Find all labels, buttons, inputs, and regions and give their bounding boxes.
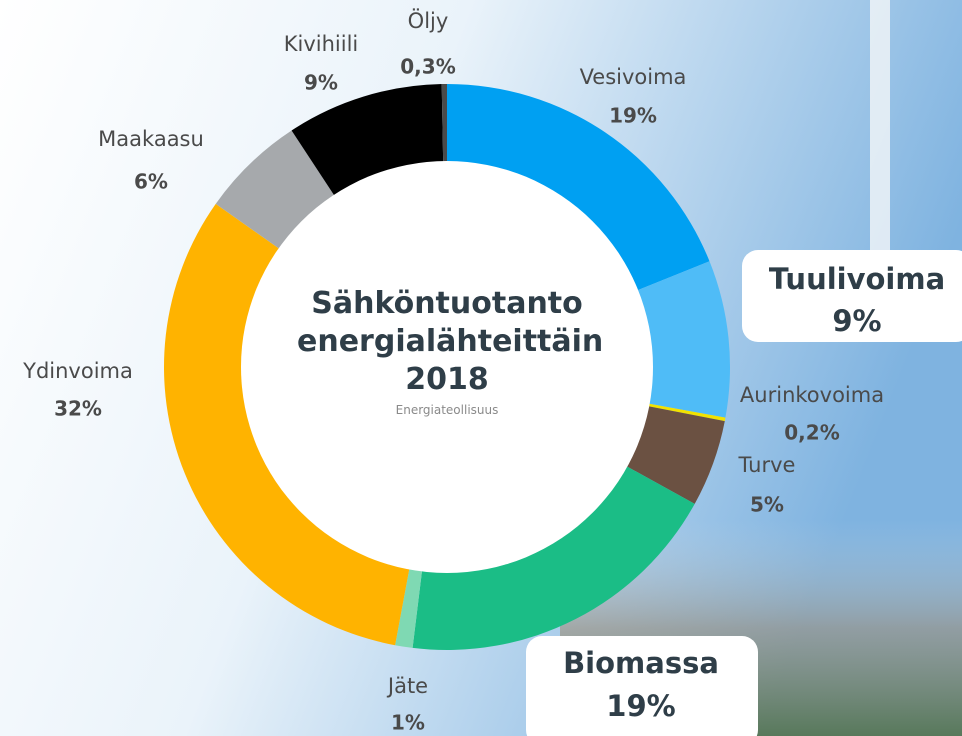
- segment-value: 1%: [391, 711, 425, 735]
- segment-value: 0,2%: [784, 421, 839, 445]
- chart-title: Sähköntuotanto energialähteittäin 2018: [267, 285, 627, 399]
- segment-value: 32%: [54, 397, 102, 421]
- segment-value: 9%: [832, 304, 881, 338]
- segment-name: Biomassa: [563, 646, 719, 680]
- segment-name: Maakaasu: [98, 127, 204, 151]
- segment-name: Aurinkovoima: [740, 383, 884, 407]
- background-tower: [870, 0, 890, 250]
- segment-value: 19%: [606, 689, 675, 723]
- segment-name: Turve: [738, 453, 796, 477]
- segment-value: 5%: [750, 493, 784, 517]
- segment-name: Ydinvoima: [22, 359, 133, 383]
- chart-subtitle: Energiateollisuus: [267, 403, 627, 417]
- segment-name: Jäte: [386, 674, 428, 698]
- center-text: Sähköntuotanto energialähteittäin 2018 E…: [267, 285, 627, 465]
- segment-name: Vesivoima: [580, 65, 687, 89]
- segment-name: Tuulivoima: [769, 262, 945, 296]
- segment-value: 0,3%: [400, 55, 455, 79]
- segment-value: 6%: [134, 170, 168, 194]
- chart: Sähköntuotanto energialähteittäin 2018 E…: [0, 0, 962, 736]
- segment-value: 19%: [609, 104, 657, 128]
- segment-name: Öljy: [408, 8, 449, 33]
- segment-value: 9%: [304, 71, 338, 95]
- segment-name: Kivihiili: [284, 32, 359, 56]
